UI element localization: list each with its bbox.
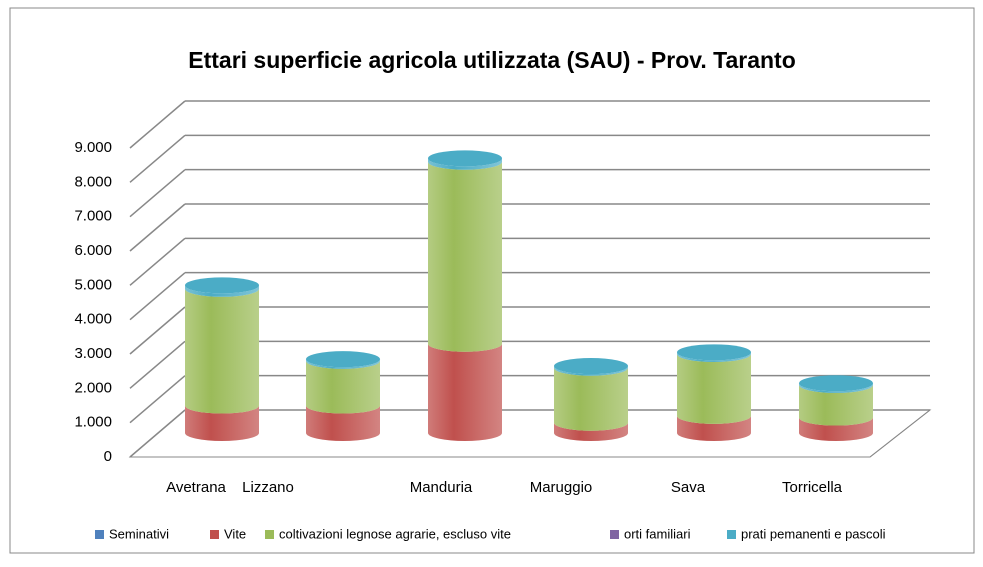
y-tick-label: 0	[104, 448, 112, 465]
grid-line-side	[129, 375, 186, 424]
cylinder-top	[677, 344, 751, 361]
legend-label: orti familiari	[624, 526, 691, 541]
cylinder-top	[306, 351, 380, 368]
cylinder-segment	[677, 415, 751, 441]
y-tick-label: 9.000	[74, 139, 112, 156]
x-tick-label: Maruggio	[530, 479, 593, 496]
grid-line-side	[129, 340, 186, 389]
x-tick-label: Lizzano	[242, 479, 294, 496]
grid-line-side	[129, 134, 186, 183]
x-tick-label: Sava	[671, 479, 706, 496]
cylinder-segment	[185, 405, 259, 441]
x-tick-label: Manduria	[410, 479, 473, 496]
cylinder-segment	[185, 285, 259, 297]
cylinder-segment	[306, 359, 380, 369]
x-tick-label: Torricella	[782, 479, 843, 496]
legend-swatch	[265, 530, 274, 539]
cylinder-segment	[428, 158, 502, 170]
cylinder-segment	[306, 405, 380, 441]
grid-line-side	[129, 306, 186, 355]
legend-swatch	[95, 530, 104, 539]
cylinder-segment	[185, 288, 259, 414]
cylinder-segment	[677, 352, 751, 363]
y-tick-label: 1.000	[74, 414, 112, 431]
cylinder-segment	[799, 383, 873, 393]
y-tick-label: 2.000	[74, 379, 112, 396]
grid-line-side	[129, 100, 186, 149]
grid-line-side	[129, 272, 186, 321]
legend-swatch	[210, 530, 219, 539]
cylinder-segment	[799, 417, 873, 441]
chart-title: Ettari superficie agricola utilizzata (S…	[188, 47, 796, 73]
grid-line-side	[129, 203, 186, 252]
legend-label: Seminativi	[109, 526, 169, 541]
cylinder-segment	[677, 354, 751, 424]
back-wall-edge	[869, 409, 931, 458]
y-tick-label: 3.000	[74, 345, 112, 362]
y-tick-label: 7.000	[74, 208, 112, 225]
legend-label: coltivazioni legnose agrarie, escluso vi…	[279, 526, 511, 541]
legend-swatch	[610, 530, 619, 539]
legend-label: Vite	[224, 526, 246, 541]
cylinder-segment	[306, 360, 380, 414]
y-tick-label: 5.000	[74, 276, 112, 293]
cylinder-segment	[428, 161, 502, 352]
cylinder-segment	[554, 367, 628, 431]
y-tick-label: 4.000	[74, 311, 112, 328]
cylinder-segment	[428, 343, 502, 441]
cylinder-segment	[554, 422, 628, 441]
grid-line-side	[129, 237, 186, 286]
cylinder-top	[554, 358, 628, 375]
cylinder-segment	[799, 384, 873, 426]
grid-line-side	[129, 169, 186, 218]
grid-line-side	[129, 409, 186, 458]
cylinder-segment	[554, 366, 628, 376]
x-tick-label: Avetrana	[166, 479, 226, 496]
y-tick-label: 6.000	[74, 242, 112, 259]
cylinder-top	[185, 277, 259, 294]
cylinder-top	[428, 150, 502, 167]
y-tick-label: 8.000	[74, 173, 112, 190]
legend-label: prati pemanenti e pascoli	[741, 526, 886, 541]
legend-swatch	[727, 530, 736, 539]
cylinder-top	[799, 375, 873, 392]
